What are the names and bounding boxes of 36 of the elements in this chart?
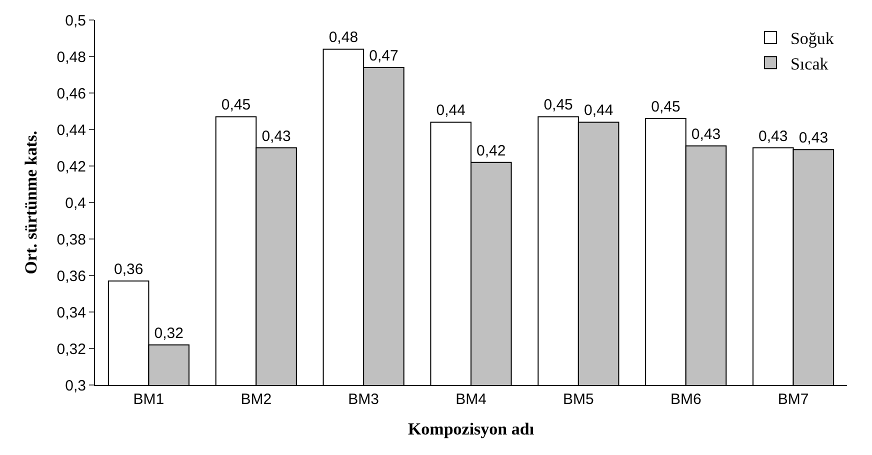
y-tick-label: 0,46 <box>56 85 86 102</box>
data-label: 0,45 <box>221 96 251 114</box>
x-tick-label: BM4 <box>456 391 486 408</box>
x-tick-label: BM3 <box>348 391 379 408</box>
x-tick-label: BM5 <box>563 391 594 408</box>
data-label: 0,44 <box>436 102 466 120</box>
data-label: 0,43 <box>691 126 721 143</box>
data-label: 0,48 <box>328 29 358 46</box>
data-label: 0,43 <box>798 130 828 147</box>
data-label: 0,32 <box>154 324 184 342</box>
x-tick-label: BM1 <box>133 391 164 408</box>
data-label: 0,43 <box>262 128 291 145</box>
y-tick-label: 0,38 <box>56 231 86 248</box>
x-tick-label: BM6 <box>670 391 702 408</box>
y-tick-label: 0,42 <box>56 158 86 176</box>
y-tick-label: 0,48 <box>56 48 86 66</box>
x-tick-label: BM2 <box>240 391 272 408</box>
data-label: 0,44 <box>584 102 614 120</box>
y-axis-title: Ort. sürtünme kats. <box>21 130 40 274</box>
data-label: 0,43 <box>758 128 788 145</box>
data-label: 0,45 <box>651 98 680 116</box>
x-axis-title: Kompozisyon adı <box>408 419 534 438</box>
data-label: 0,47 <box>369 47 398 64</box>
data-label: 0,45 <box>544 96 573 114</box>
y-tick-label: 0,3 <box>65 377 86 394</box>
data-label: 0,36 <box>114 260 144 278</box>
legend-label: Soğuk <box>790 29 834 48</box>
y-tick-label: 0,36 <box>56 268 86 285</box>
y-tick-label: 0,4 <box>65 194 86 212</box>
y-tick-label: 0,5 <box>65 12 86 30</box>
x-tick-label: BM7 <box>778 391 809 408</box>
y-tick-label: 0,44 <box>56 122 86 139</box>
y-tick-label: 0,34 <box>56 304 86 322</box>
data-label: 0,42 <box>476 142 506 160</box>
legend-label: Sıcak <box>790 54 829 74</box>
y-tick-label: 0,32 <box>56 340 86 358</box>
